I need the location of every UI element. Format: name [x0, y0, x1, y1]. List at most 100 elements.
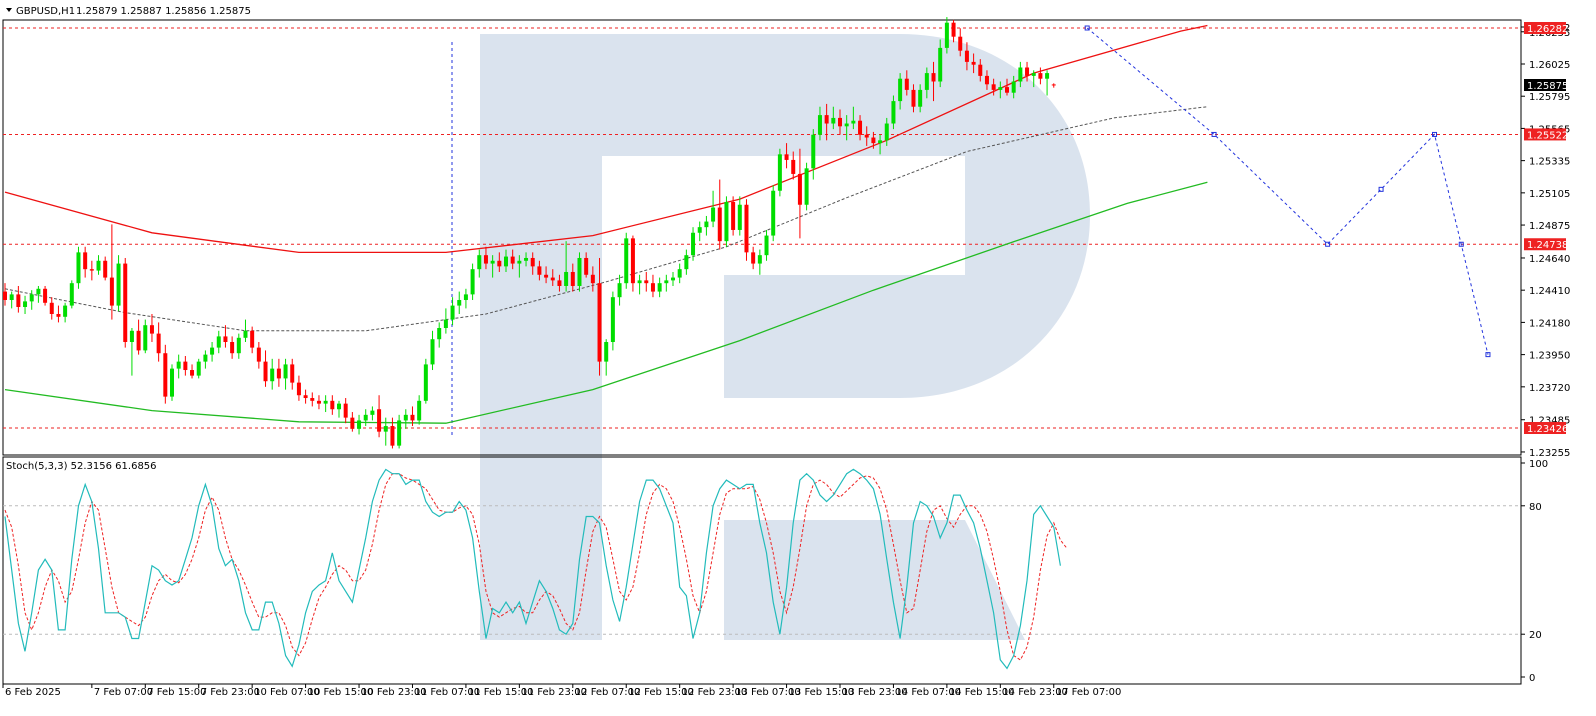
candle [310, 392, 315, 407]
stoch-tick-label: 80 [1529, 502, 1542, 513]
candle-body [49, 302, 54, 314]
candle-body [644, 280, 649, 284]
candle-body [390, 426, 395, 446]
candle [898, 73, 903, 110]
candle-body [403, 414, 408, 421]
candle-body [250, 330, 255, 348]
candle-body [624, 238, 629, 284]
time-tick-label: 14 Feb 07:00 [895, 687, 961, 698]
price-axis: 1.262821.262551.260251.257951.255651.253… [1521, 22, 1570, 459]
candle [784, 143, 789, 169]
candle [817, 106, 822, 141]
candle-body [216, 336, 221, 348]
time-axis: 6 Feb 2025 7 Feb 07:007 Feb 15:007 Feb 23… [2, 684, 1121, 698]
candle-body [136, 330, 141, 351]
dropdown-triangle-icon[interactable] [6, 8, 12, 12]
candle-body [490, 260, 495, 264]
candle-body [223, 336, 228, 343]
candle-body [190, 370, 195, 376]
candle [630, 235, 635, 292]
candle-body [89, 269, 94, 271]
candle-body [430, 339, 435, 365]
forecast-node [1432, 131, 1438, 137]
candle-body [570, 271, 575, 286]
candle [984, 70, 989, 90]
time-tick-label: 7 Feb 23:00 [201, 687, 260, 698]
candle [1025, 61, 1030, 82]
candle [671, 271, 675, 286]
candle [243, 319, 248, 343]
candle [89, 260, 94, 281]
candle [1011, 75, 1016, 99]
candle [537, 260, 542, 281]
candle [751, 246, 756, 270]
price-tick-label: 1.24640 [1529, 254, 1570, 265]
candle [717, 179, 722, 250]
candle [16, 285, 21, 313]
candle [109, 224, 114, 320]
stoch-axis: 100 80 20 0 [1521, 459, 1548, 684]
price-tick-label: 1.23720 [1529, 383, 1570, 394]
candle [644, 271, 649, 292]
candle-body [764, 235, 769, 256]
candle [971, 53, 976, 74]
candle [524, 252, 529, 267]
stoch-main-line [4, 468, 1061, 670]
price-tick-label: 1.25105 [1529, 189, 1570, 200]
candle-body [23, 301, 28, 307]
candle-body [617, 283, 622, 298]
time-tick-label: 11 Feb 07:00 [414, 687, 480, 698]
candle [998, 81, 1003, 99]
candle [403, 409, 408, 429]
candle-body [971, 61, 976, 65]
candle [757, 249, 762, 275]
candle [777, 148, 782, 197]
candle-body [784, 154, 789, 160]
candle-body [410, 414, 415, 421]
stoch-signal-line [4, 473, 1068, 661]
candle [831, 106, 836, 130]
candle [924, 67, 929, 99]
candle [1005, 78, 1009, 96]
candle-body [630, 238, 635, 284]
time-tick-label: 12 Feb 07:00 [575, 687, 641, 698]
candle-body [276, 368, 281, 379]
candle-body [884, 123, 889, 141]
candle [557, 274, 562, 292]
candle [838, 109, 842, 135]
candle-body [938, 47, 943, 82]
candle [1038, 67, 1043, 85]
candle-body [537, 266, 542, 275]
candle-body [116, 263, 121, 306]
time-tick-label: 12 Feb 15:00 [628, 687, 694, 698]
candle [691, 227, 696, 261]
candle-body [731, 201, 736, 230]
candle-body [577, 257, 582, 286]
candle [650, 274, 655, 298]
candle [991, 78, 996, 96]
candle-body [517, 260, 522, 264]
candle-body [1051, 84, 1056, 86]
stoch-lines [4, 468, 1068, 670]
forecast-node [1211, 131, 1217, 137]
ma-dashed-line [4, 106, 1208, 332]
candle-body [149, 325, 154, 334]
candle-body [290, 364, 295, 383]
candle [377, 395, 382, 438]
candle [1018, 61, 1023, 88]
candle [450, 297, 455, 326]
candle [604, 339, 609, 376]
candle [724, 196, 729, 247]
candle [270, 358, 275, 390]
candle [497, 252, 502, 272]
time-tick-label: 12 Feb 23:00 [682, 687, 748, 698]
candle-body [377, 409, 382, 432]
candle [296, 375, 301, 401]
candle [96, 255, 101, 275]
candle-body [691, 232, 696, 256]
candle [477, 249, 482, 278]
candle [544, 266, 549, 284]
candle [323, 395, 328, 413]
candle [256, 342, 261, 369]
candle [851, 106, 856, 130]
